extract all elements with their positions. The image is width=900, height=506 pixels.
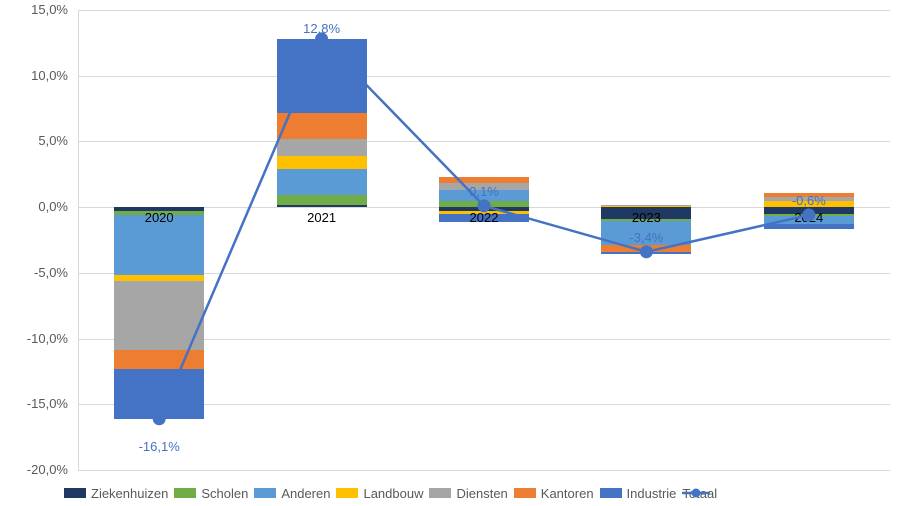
chart-area: 15,0%10,0%5,0%0,0%-5,0%-10,0%-15,0%-20,0…: [0, 0, 900, 506]
legend-item: Diensten: [429, 486, 507, 501]
legend-item: Kantoren: [514, 486, 594, 501]
legend-line-icon: [682, 487, 710, 499]
legend-item: Industrie: [600, 486, 677, 501]
total-line-layer: [0, 0, 900, 506]
legend-item: Ziekenhuizen: [64, 486, 168, 501]
legend-label: Ziekenhuizen: [91, 486, 168, 501]
legend-swatch: [336, 488, 358, 498]
legend-swatch: [600, 488, 622, 498]
legend-item: Anderen: [254, 486, 330, 501]
legend-label: Kantoren: [541, 486, 594, 501]
legend-swatch: [174, 488, 196, 498]
legend-swatch: [64, 488, 86, 498]
legend-item: Landbouw: [336, 486, 423, 501]
legend: Ziekenhuizen Scholen Anderen Landbouw Dienst…: [64, 483, 864, 503]
legend-label: Diensten: [456, 486, 507, 501]
legend-item: Totaal: [682, 486, 717, 501]
legend-label: Industrie: [627, 486, 677, 501]
legend-label: Anderen: [281, 486, 330, 501]
legend-swatch: [514, 488, 536, 498]
legend-label: Landbouw: [363, 486, 423, 501]
legend-item: Scholen: [174, 486, 248, 501]
legend-label: Scholen: [201, 486, 248, 501]
legend-swatch: [254, 488, 276, 498]
legend-swatch: [429, 488, 451, 498]
